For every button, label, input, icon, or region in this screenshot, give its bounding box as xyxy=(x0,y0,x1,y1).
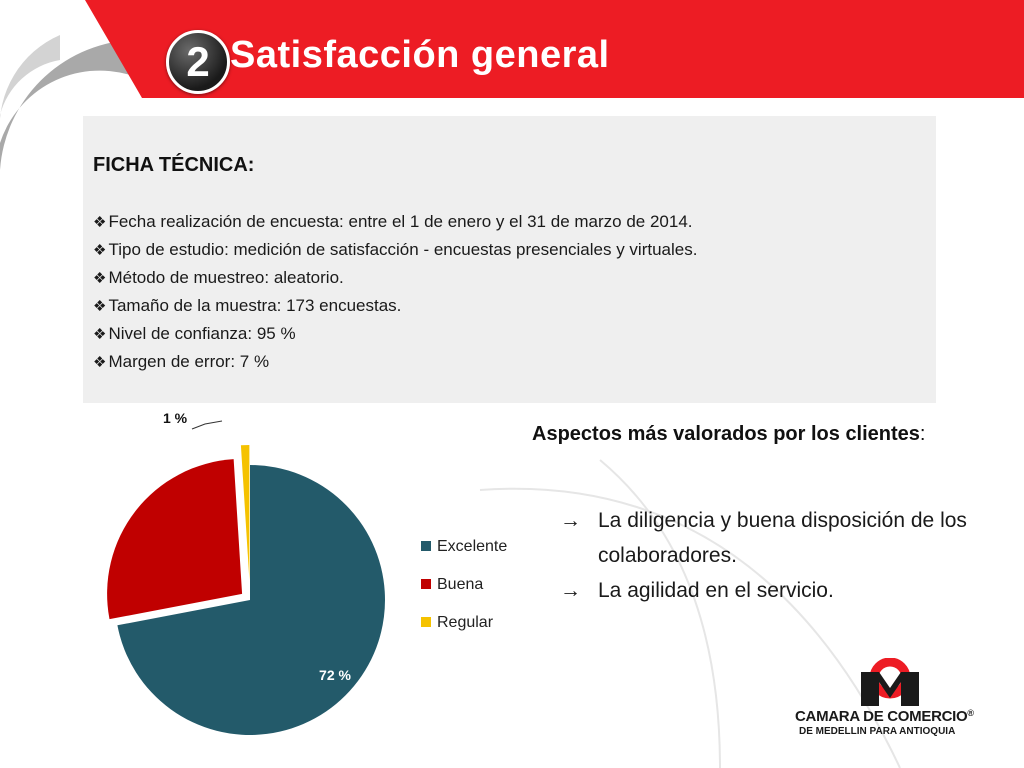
data-label-excelente: 72 % xyxy=(319,667,351,683)
logo-line2: DE MEDELLIN PARA ANTIOQUIA xyxy=(799,726,956,737)
data-label-buena: 27 % xyxy=(96,494,128,510)
aspects-title: Aspectos más valorados por los clientes: xyxy=(532,423,925,446)
decorative-light-arc xyxy=(479,487,901,768)
pie-slice-excelente xyxy=(117,465,386,735)
ficha-item-text: Fecha realización de encuesta: entre el … xyxy=(108,212,693,231)
camara-comercio-logo: CAMARA DE COMERCIO® DE MEDELLIN PARA ANT… xyxy=(795,657,995,744)
list-item: ❖ Margen de error: 7 % xyxy=(93,348,697,376)
leader-line-regular xyxy=(191,420,223,430)
list-item: → La agilidad en el servicio. xyxy=(560,573,1010,608)
decorative-gray-arc-2 xyxy=(0,35,60,135)
data-label-regular: 1 % xyxy=(163,410,188,426)
aspects-title-text: Aspectos más valorados por los clientes xyxy=(532,423,920,445)
logo-line1: CAMARA DE COMERCIO® xyxy=(795,708,974,725)
diamond-bullet-icon: ❖ xyxy=(93,270,107,287)
list-item: ❖ Nivel de confianza: 95 % xyxy=(93,320,697,348)
list-item: ❖ Fecha realización de encuesta: entre el… xyxy=(93,208,697,236)
legend-swatch-excelente xyxy=(421,541,431,551)
ficha-item-text: Tamaño de la muestra: 173 encuestas. xyxy=(108,296,402,315)
ficha-item-text: Nivel de confianza: 95 % xyxy=(108,324,296,343)
aspects-list: → La diligencia y buena disposición de lo… xyxy=(560,503,1010,608)
list-item: ❖ Tipo de estudio: medición de satisfacci… xyxy=(93,236,697,264)
diamond-bullet-icon: ❖ xyxy=(93,298,107,315)
list-item: → La diligencia y buena disposición de lo… xyxy=(560,503,1010,573)
satisfaction-pie-chart: 72 % 27 % 1 % Excelente Buena Regular xyxy=(96,410,507,735)
pie-slice-regular xyxy=(240,445,250,581)
legend-swatch-regular xyxy=(421,617,431,627)
pie-slice-buena xyxy=(107,459,243,620)
title-bar xyxy=(85,0,1024,98)
ficha-item-text: Margen de error: 7 % xyxy=(108,352,270,371)
list-item: ❖ Tamaño de la muestra: 173 encuestas. xyxy=(93,292,697,320)
section-number-badge: 2 xyxy=(166,30,230,94)
ficha-item-text: Tipo de estudio: medición de satisfacció… xyxy=(108,240,698,259)
registered-mark: ® xyxy=(967,708,974,718)
logo-line1-text: CAMARA DE COMERCIO xyxy=(795,708,968,725)
page-title: Satisfacción general xyxy=(230,34,610,76)
diamond-bullet-icon: ❖ xyxy=(93,214,107,231)
aspect-text: La agilidad en el servicio. xyxy=(598,579,834,602)
logo-mark-icon xyxy=(861,657,919,706)
decorative-light-arc-2 xyxy=(599,459,721,768)
right-arrow-icon: → xyxy=(560,509,581,532)
legend-label-excelente: Excelente xyxy=(437,538,507,555)
diamond-bullet-icon: ❖ xyxy=(93,326,107,343)
diamond-bullet-icon: ❖ xyxy=(93,354,107,371)
legend-label-buena: Buena xyxy=(437,576,483,593)
aspects-title-suffix: : xyxy=(919,423,926,445)
legend-label-regular: Regular xyxy=(437,614,494,631)
ficha-item-text: Método de muestreo: aleatorio. xyxy=(108,268,344,287)
ficha-tecnica-panel: FICHA TÉCNICA: ❖ Fecha realización de enc… xyxy=(83,116,936,403)
aspect-text: La diligencia y buena disposición de los… xyxy=(598,509,967,567)
title-bar-shape xyxy=(85,0,1024,98)
right-arrow-icon: → xyxy=(560,579,581,602)
ficha-list: ❖ Fecha realización de encuesta: entre el… xyxy=(93,208,697,376)
list-item: ❖ Método de muestreo: aleatorio. xyxy=(93,264,697,292)
diamond-bullet-icon: ❖ xyxy=(93,242,107,259)
legend-swatch-buena xyxy=(421,579,431,589)
ficha-title: FICHA TÉCNICA: xyxy=(93,154,255,176)
